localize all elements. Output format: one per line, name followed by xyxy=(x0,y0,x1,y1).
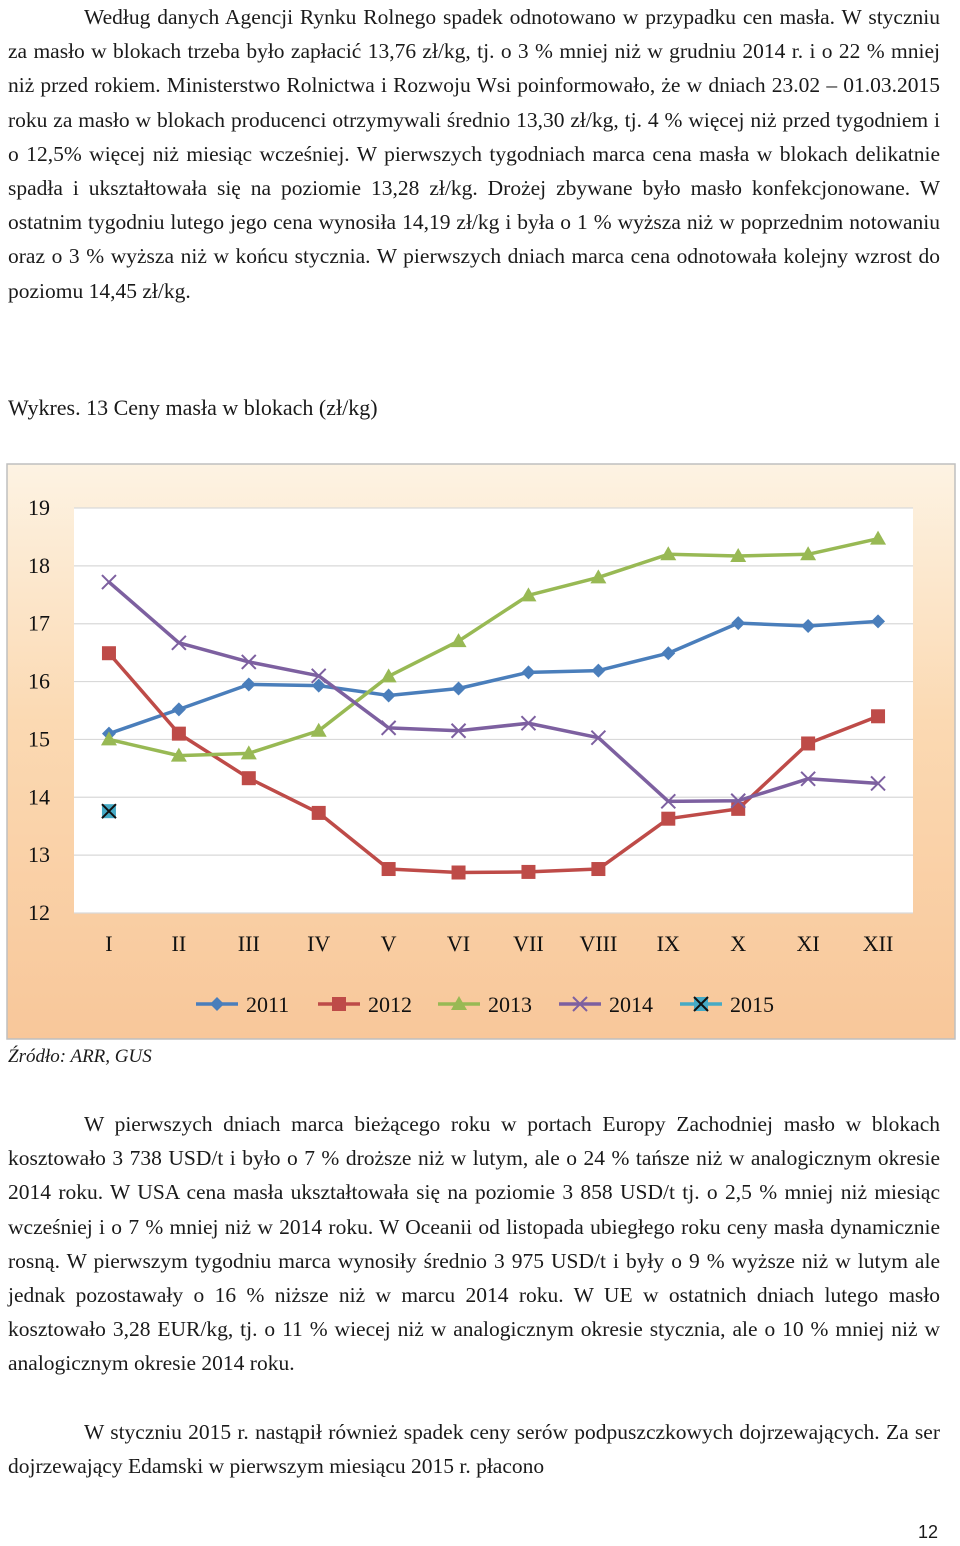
data-point-2015 xyxy=(101,803,117,819)
series-lines xyxy=(100,530,887,880)
y-axis-ticks: 19 18 17 16 15 14 13 12 xyxy=(28,495,50,925)
data-point-2011 xyxy=(801,619,816,634)
x-tick-label: VI xyxy=(447,931,470,956)
x-tick-label: X xyxy=(730,931,746,956)
x-tick-label: VIII xyxy=(579,931,617,956)
x-tick-label: VII xyxy=(513,931,544,956)
legend-item-2013: 2013 xyxy=(438,992,532,1017)
data-point-2012 xyxy=(451,865,466,880)
legend-label: 2013 xyxy=(488,992,532,1017)
legend-item-2011: 2011 xyxy=(196,992,289,1017)
legend-marker-2015 xyxy=(693,996,709,1012)
y-tick-label: 18 xyxy=(28,553,50,578)
x-tick-label: IX xyxy=(657,931,680,956)
data-point-2013 xyxy=(870,530,887,545)
data-point-2013 xyxy=(590,569,607,584)
data-point-2011 xyxy=(661,646,676,661)
x-tick-label: XII xyxy=(863,931,894,956)
data-point-2011 xyxy=(171,702,186,717)
y-tick-label: 12 xyxy=(28,900,50,925)
series-line-2011 xyxy=(108,619,879,736)
data-point-2013 xyxy=(660,546,677,561)
data-point-2014 xyxy=(730,793,746,809)
legend: 2011 2012 2013 2014 2015 xyxy=(196,992,774,1017)
paragraph-cheese-prices: W styczniu 2015 r. nastąpił również spad… xyxy=(8,1420,940,1479)
x-tick-label: II xyxy=(172,931,187,956)
y-tick-label: 17 xyxy=(28,611,50,636)
data-point-2014 xyxy=(520,715,537,731)
legend-label: 2012 xyxy=(368,992,412,1017)
y-tick-label: 13 xyxy=(28,842,50,867)
data-point-2012 xyxy=(241,771,256,786)
data-point-2012 xyxy=(101,646,116,661)
data-point-2014 xyxy=(101,574,117,590)
data-point-2013 xyxy=(240,745,257,760)
legend-label: 2011 xyxy=(246,992,289,1017)
series-line-2013 xyxy=(108,536,879,758)
x-tick-label: IV xyxy=(307,931,330,956)
plot-area xyxy=(74,508,913,913)
paragraph-world-prices: W pierwszych dniach marca bieżącego roku… xyxy=(8,1112,940,1376)
legend-item-2014: 2014 xyxy=(559,992,653,1017)
data-point-2011 xyxy=(311,678,326,693)
data-point-2012 xyxy=(731,801,746,816)
data-point-2011 xyxy=(521,665,536,680)
data-point-2014 xyxy=(590,729,607,746)
data-point-2012 xyxy=(871,709,886,724)
data-point-2014 xyxy=(660,793,676,810)
data-point-2013 xyxy=(800,546,817,561)
x-tick-label: V xyxy=(381,931,397,956)
data-point-2012 xyxy=(801,736,816,751)
data-point-2012 xyxy=(661,811,676,826)
y-tick-label: 15 xyxy=(28,726,50,751)
data-point-2014 xyxy=(450,723,467,739)
data-point-2014 xyxy=(311,668,327,684)
data-point-2013 xyxy=(380,668,397,683)
legend-marker-2012 xyxy=(332,997,346,1011)
gridlines xyxy=(74,507,913,914)
data-point-2012 xyxy=(591,862,606,877)
data-point-2013 xyxy=(100,731,117,746)
data-point-2013 xyxy=(310,722,327,737)
series-line-2014 xyxy=(107,580,879,804)
legend-marker-2011 xyxy=(210,997,224,1011)
y-tick-label: 19 xyxy=(28,495,50,520)
data-point-2011 xyxy=(381,688,396,703)
data-point-2012 xyxy=(171,726,186,741)
chart-source: Źródło: ARR, GUS xyxy=(8,1046,152,1067)
data-point-2014 xyxy=(171,635,187,651)
data-point-2011 xyxy=(871,614,886,629)
data-point-2013 xyxy=(730,548,747,563)
legend-marker-2014 xyxy=(572,996,588,1012)
page-number: 12 xyxy=(917,1522,938,1542)
y-tick-label: 14 xyxy=(28,784,50,809)
y-tick-label: 16 xyxy=(28,669,50,694)
x-tick-label: I xyxy=(105,931,112,956)
data-point-2014 xyxy=(380,720,397,736)
paragraph-butter-prices-intro: Według danych Agencji Rynku Rolnego spad… xyxy=(8,5,940,303)
data-point-2013 xyxy=(520,587,537,602)
x-tick-label: XI xyxy=(797,931,820,956)
x-tick-label: III xyxy=(238,931,260,956)
data-point-2011 xyxy=(451,681,466,696)
chart-caption: Wykres. 13 Ceny masła w blokach (zł/kg) xyxy=(8,395,378,420)
legend-item-2015: 2015 xyxy=(680,992,774,1017)
legend-label: 2014 xyxy=(609,992,653,1017)
x-axis-ticks: I II III IV V VI VII VIII IX X XI XII xyxy=(105,931,893,956)
data-point-2012 xyxy=(311,805,326,820)
legend-item-2012: 2012 xyxy=(318,992,412,1017)
data-point-2012 xyxy=(521,864,536,879)
data-point-2011 xyxy=(731,616,746,631)
data-point-2014 xyxy=(800,771,816,787)
data-point-2011 xyxy=(591,663,606,678)
data-point-2013 xyxy=(450,633,467,648)
data-point-2014 xyxy=(241,654,257,670)
legend-label: 2015 xyxy=(730,992,774,1017)
legend-marker-2013 xyxy=(451,996,467,1010)
data-point-2011 xyxy=(241,677,256,692)
data-point-2013 xyxy=(170,747,187,762)
data-point-2012 xyxy=(381,862,396,877)
data-point-2014 xyxy=(870,775,886,792)
